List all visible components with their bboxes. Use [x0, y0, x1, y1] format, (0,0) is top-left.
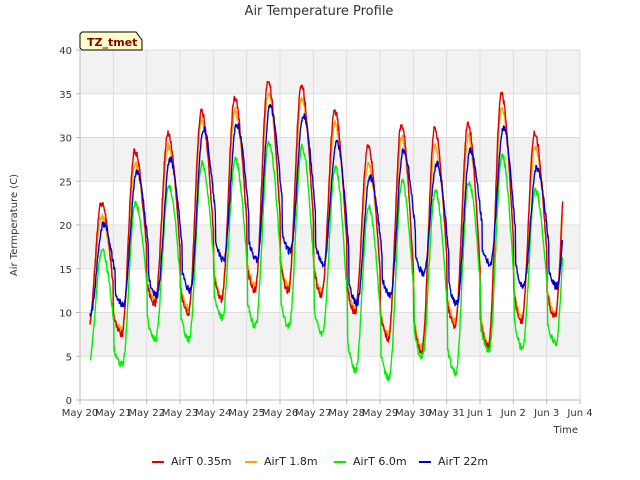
legend-label: AirT 0.35m: [171, 455, 232, 468]
x-tick-label: May 21: [95, 408, 132, 419]
x-tick-label: May 26: [262, 408, 299, 419]
station-tag-box: [79, 31, 143, 51]
x-tick-label: May 28: [328, 408, 365, 419]
x-axis-label: Time: [553, 425, 578, 436]
legend-label: AirT 6.0m: [353, 455, 407, 468]
legend-label: AirT 22m: [438, 455, 488, 468]
legend-item: AirT 1.8m: [245, 455, 318, 468]
x-tick-label: Jun 1: [466, 408, 492, 419]
x-tick-label: Jun 2: [500, 408, 526, 419]
series-layer: [89, 80, 564, 382]
x-tick-label: May 31: [428, 408, 465, 419]
x-tick-label: May 24: [195, 408, 232, 419]
plot-band: [80, 312, 580, 357]
x-tick-label: May 23: [162, 408, 199, 419]
x-tick-label: May 25: [228, 408, 265, 419]
x-tick-label: Jun 4: [566, 408, 592, 419]
x-tick-label: May 27: [295, 408, 332, 419]
series-line: [89, 103, 564, 317]
station-tag-label: TZ_tmet: [87, 36, 137, 49]
plot-band: [80, 50, 580, 94]
x-tick-label: Jun 3: [533, 408, 559, 419]
y-tick-label: 35: [59, 90, 72, 101]
chart-title: Air Temperature Profile: [245, 4, 394, 19]
station-tag: TZ_tmet: [79, 31, 143, 51]
x-tick-label: May 29: [362, 408, 399, 419]
legend: AirT 0.35m AirT 1.8m AirT 6.0m AirT 22m: [152, 455, 488, 468]
y-tick-label: 10: [59, 309, 72, 320]
y-tick-label: 40: [59, 46, 72, 57]
x-tick-label: May 30: [395, 408, 432, 419]
x-tick-label: May 20: [62, 408, 99, 419]
legend-item: AirT 6.0m: [334, 455, 407, 468]
y-tick-label: 30: [59, 134, 72, 145]
y-tick-label: 25: [59, 177, 72, 188]
y-tick-label: 0: [66, 396, 72, 407]
series-line: [89, 80, 564, 356]
y-tick-label: 5: [66, 352, 72, 363]
legend-label: AirT 1.8m: [264, 455, 318, 468]
y-tick-label: 20: [59, 221, 72, 232]
legend-item: AirT 0.35m: [152, 455, 232, 468]
x-tick-label: May 22: [128, 408, 165, 419]
y-axis-label: Air Termperature (C): [9, 174, 20, 276]
legend-item: AirT 22m: [419, 455, 488, 468]
y-tick-label: 15: [59, 265, 72, 276]
series-line: [89, 140, 564, 382]
